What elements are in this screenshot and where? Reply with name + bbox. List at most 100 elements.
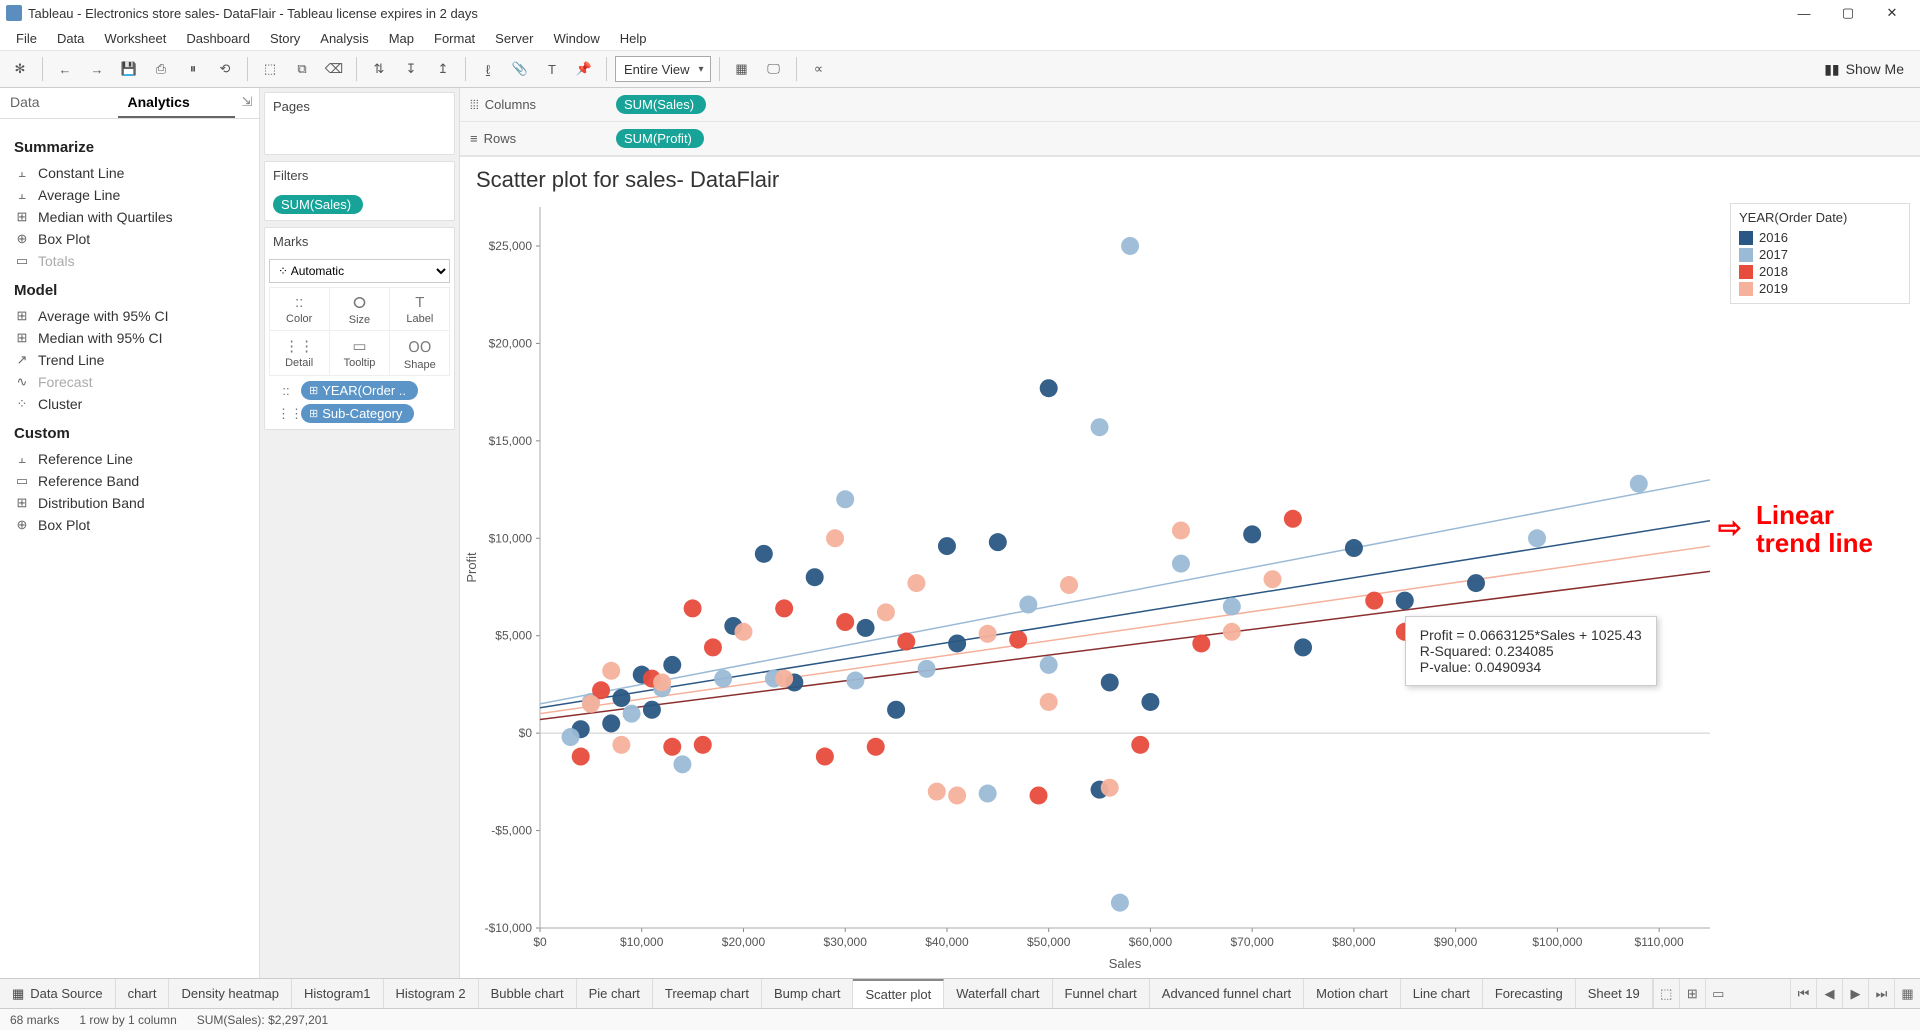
chart-title[interactable]: Scatter plot for sales- DataFlair bbox=[460, 157, 1920, 197]
legend-label: 2017 bbox=[1759, 247, 1788, 262]
presentation-button[interactable]: 🖵 bbox=[760, 55, 788, 83]
sheet-tab-chart[interactable]: chart bbox=[116, 979, 170, 1008]
minimize-button[interactable]: — bbox=[1782, 0, 1826, 26]
sheet-tab-forecasting[interactable]: Forecasting bbox=[1483, 979, 1576, 1008]
menu-dashboard[interactable]: Dashboard bbox=[178, 29, 258, 48]
sheet-tab-density-heatmap[interactable]: Density heatmap bbox=[169, 979, 292, 1008]
menu-analysis[interactable]: Analysis bbox=[312, 29, 376, 48]
legend-item-2016[interactable]: 2016 bbox=[1739, 229, 1901, 246]
swap-button[interactable]: ⇅ bbox=[365, 55, 393, 83]
pin-button[interactable]: 📌 bbox=[570, 55, 598, 83]
next-sheet-icon[interactable]: ▶ bbox=[1842, 979, 1868, 1008]
save-button[interactable]: 💾 bbox=[115, 55, 143, 83]
analytics-item-median-with-95-ci[interactable]: ⊞Median with 95% CI bbox=[14, 327, 245, 349]
mark-detail[interactable]: ⋮⋮Detail bbox=[269, 330, 330, 376]
sheet-tab-histogram1[interactable]: Histogram1 bbox=[292, 979, 383, 1008]
new-story-icon[interactable]: ▭ bbox=[1705, 979, 1731, 1008]
menu-data[interactable]: Data bbox=[49, 29, 92, 48]
sheet-tab-motion-chart[interactable]: Motion chart bbox=[1304, 979, 1401, 1008]
menu-file[interactable]: File bbox=[8, 29, 45, 48]
new-sheet-button[interactable]: ⬚ bbox=[256, 55, 284, 83]
color-legend[interactable]: YEAR(Order Date) 2016201720182019 bbox=[1730, 203, 1910, 304]
analytics-item-reference-line[interactable]: ⫠Reference Line bbox=[14, 448, 245, 470]
sheet-tab-histogram-2[interactable]: Histogram 2 bbox=[384, 979, 479, 1008]
back-button[interactable]: ← bbox=[51, 55, 79, 83]
sidepane-menu-icon[interactable]: ⇲ bbox=[235, 88, 259, 118]
svg-text:$110,000: $110,000 bbox=[1635, 935, 1684, 949]
sheet-tab-line-chart[interactable]: Line chart bbox=[1401, 979, 1483, 1008]
sheet-tab-scatter-plot[interactable]: Scatter plot bbox=[853, 979, 944, 1008]
scatter-plot[interactable]: -$10,000-$5,000$0$5,000$10,000$15,000$20… bbox=[460, 197, 1920, 978]
sort-desc-button[interactable]: ↥ bbox=[429, 55, 457, 83]
sort-asc-button[interactable]: ↧ bbox=[397, 55, 425, 83]
filter-pill-sum-sales[interactable]: SUM(Sales) bbox=[273, 195, 363, 214]
sheet-tab-treemap-chart[interactable]: Treemap chart bbox=[653, 979, 762, 1008]
last-sheet-icon[interactable]: ⏭ bbox=[1868, 979, 1894, 1008]
svg-text:$60,000: $60,000 bbox=[1129, 935, 1173, 949]
item-icon: ⫠ bbox=[14, 187, 30, 203]
analytics-item-trend-line[interactable]: ↗Trend Line bbox=[14, 349, 245, 371]
show-me-button[interactable]: ▮▮ Show Me bbox=[1824, 61, 1914, 78]
sheet-tab-waterfall-chart[interactable]: Waterfall chart bbox=[944, 979, 1052, 1008]
duplicate-button[interactable]: ⧉ bbox=[288, 55, 316, 83]
fit-dropdown[interactable]: Entire View bbox=[615, 56, 711, 82]
menu-help[interactable]: Help bbox=[612, 29, 655, 48]
marks-type-select[interactable]: ⁘ Automatic bbox=[269, 259, 450, 283]
mark-pill-year-order-[interactable]: ⊞YEAR(Order .. bbox=[301, 381, 418, 400]
mark-label[interactable]: TLabel bbox=[389, 287, 450, 331]
new-dashboard-icon[interactable]: ⊞ bbox=[1679, 979, 1705, 1008]
maximize-button[interactable]: ▢ bbox=[1826, 0, 1870, 26]
mark-size[interactable]: ⵔSize bbox=[329, 287, 390, 331]
analytics-item-average-line[interactable]: ⫠Average Line bbox=[14, 184, 245, 206]
sheet-tab-pie-chart[interactable]: Pie chart bbox=[577, 979, 653, 1008]
menu-story[interactable]: Story bbox=[262, 29, 308, 48]
highlight-button[interactable]: ℓ bbox=[474, 55, 502, 83]
share-button[interactable]: ∝ bbox=[805, 55, 833, 83]
analytics-item-reference-band[interactable]: ▭Reference Band bbox=[14, 470, 245, 492]
analytics-item-box-plot[interactable]: ⊕Box Plot bbox=[14, 228, 245, 250]
new-worksheet-icon[interactable]: ⬚ bbox=[1653, 979, 1679, 1008]
sheet-sorter-icon[interactable]: ▦ bbox=[1894, 979, 1920, 1008]
mark-shape[interactable]: ᱛᱛShape bbox=[389, 330, 450, 376]
menu-window[interactable]: Window bbox=[545, 29, 607, 48]
analytics-item-box-plot[interactable]: ⊕Box Plot bbox=[14, 514, 245, 536]
mark-pill-sub-category[interactable]: ⊞Sub-Category bbox=[301, 404, 414, 423]
forward-button[interactable]: → bbox=[83, 55, 111, 83]
menu-format[interactable]: Format bbox=[426, 29, 483, 48]
sheet-tab-sheet-19[interactable]: Sheet 19 bbox=[1576, 979, 1653, 1008]
rows-pill[interactable]: SUM(Profit) bbox=[616, 129, 704, 148]
refresh-button[interactable]: ⟲ bbox=[211, 55, 239, 83]
menu-server[interactable]: Server bbox=[487, 29, 541, 48]
menu-map[interactable]: Map bbox=[381, 29, 422, 48]
clear-button[interactable]: ⌫ bbox=[320, 55, 348, 83]
menu-worksheet[interactable]: Worksheet bbox=[96, 29, 174, 48]
first-sheet-icon[interactable]: ⏮ bbox=[1790, 979, 1816, 1008]
analytics-item-constant-line[interactable]: ⫠Constant Line bbox=[14, 162, 245, 184]
show-cards-button[interactable]: ▦ bbox=[728, 55, 756, 83]
mark-tooltip[interactable]: ▭Tooltip bbox=[329, 330, 390, 376]
sheet-tab-funnel-chart[interactable]: Funnel chart bbox=[1053, 979, 1150, 1008]
legend-item-2019[interactable]: 2019 bbox=[1739, 280, 1901, 297]
group-button[interactable]: 📎 bbox=[506, 55, 534, 83]
analytics-item-average-with-95-ci[interactable]: ⊞Average with 95% CI bbox=[14, 305, 245, 327]
label-button[interactable]: T bbox=[538, 55, 566, 83]
new-datasource-button[interactable]: ⎙ bbox=[147, 55, 175, 83]
tableau-logo-icon[interactable]: ✻ bbox=[6, 55, 34, 83]
pause-button[interactable]: ⏸ bbox=[179, 55, 207, 83]
prev-sheet-icon[interactable]: ◀ bbox=[1816, 979, 1842, 1008]
analytics-item-distribution-band[interactable]: ⊞Distribution Band bbox=[14, 492, 245, 514]
mark-color[interactable]: ::Color bbox=[269, 287, 330, 331]
close-button[interactable]: ✕ bbox=[1870, 0, 1914, 26]
sheet-tab-advanced-funnel-chart[interactable]: Advanced funnel chart bbox=[1150, 979, 1304, 1008]
analytics-item-median-with-quartiles[interactable]: ⊞Median with Quartiles bbox=[14, 206, 245, 228]
tab-data[interactable]: Data bbox=[0, 88, 118, 118]
sheet-tab-bump-chart[interactable]: Bump chart bbox=[762, 979, 853, 1008]
data-source-tab[interactable]: ▦ Data Source bbox=[0, 979, 116, 1008]
legend-item-2017[interactable]: 2017 bbox=[1739, 246, 1901, 263]
legend-item-2018[interactable]: 2018 bbox=[1739, 263, 1901, 280]
sheet-tab-bubble-chart[interactable]: Bubble chart bbox=[479, 979, 577, 1008]
svg-text:$90,000: $90,000 bbox=[1434, 935, 1478, 949]
tab-analytics[interactable]: Analytics bbox=[118, 88, 236, 118]
analytics-item-cluster[interactable]: ⁘Cluster bbox=[14, 393, 245, 415]
columns-pill[interactable]: SUM(Sales) bbox=[616, 95, 706, 114]
